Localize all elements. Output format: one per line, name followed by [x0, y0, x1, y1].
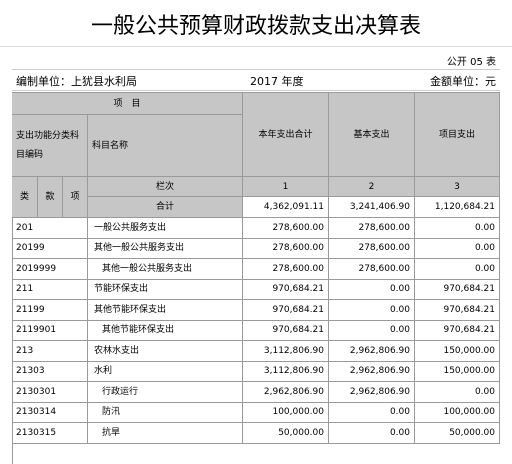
code: 21303 [12, 361, 88, 382]
amount: 100,000.00 [243, 402, 329, 423]
amount: 278,600.00 [329, 218, 415, 239]
item-name: 其他节能环保支出 [88, 300, 243, 321]
item-name: 抗旱 [88, 423, 243, 444]
item-name: 一般公共服务支出 [88, 218, 243, 239]
item-name: 其他一般公共服务支出 [88, 238, 243, 259]
amount: 970,684.21 [415, 279, 500, 300]
amount: 0.00 [329, 320, 415, 341]
amount: 0.00 [329, 279, 415, 300]
amount: 278,600.00 [243, 259, 329, 280]
amount: 2,962,806.90 [329, 341, 415, 362]
sum-value: 3,241,406.90 [329, 197, 415, 218]
amount: 278,600.00 [243, 218, 329, 239]
amount: 278,600.00 [243, 238, 329, 259]
amount: 3,112,806.90 [243, 341, 329, 362]
title: 一般公共预算财政拨款支出决算表 [0, 8, 512, 47]
item-name: 行政运行 [88, 382, 243, 403]
item-name: 节能环保支出 [88, 279, 243, 300]
amount: 0.00 [415, 218, 500, 239]
amount: 150,000.00 [415, 341, 500, 362]
amount: 970,684.21 [415, 320, 500, 341]
amount: 50,000.00 [415, 423, 500, 444]
amount: 970,684.21 [243, 279, 329, 300]
item-name: 水利 [88, 361, 243, 382]
amount: 970,684.21 [243, 320, 329, 341]
item-name: 防汛 [88, 402, 243, 423]
code: 211 [12, 279, 88, 300]
header-item: 项 目 [12, 93, 243, 115]
code: 20199 [12, 238, 88, 259]
amount: 278,600.00 [329, 259, 415, 280]
amount: 2,962,806.90 [243, 382, 329, 403]
unit: 编制单位：上犹县水利局 [16, 75, 137, 88]
code: 213 [12, 341, 88, 362]
header-total: 本年支出合计 [243, 93, 329, 177]
item-name: 农林水支出 [88, 341, 243, 362]
amount: 3,112,806.90 [243, 361, 329, 382]
header-project: 项目支出 [415, 93, 500, 177]
code: 2130301 [12, 382, 88, 403]
amount: 2,962,806.90 [329, 382, 415, 403]
code: 2119901 [12, 320, 88, 341]
amount: 0.00 [329, 402, 415, 423]
code: 21199 [12, 300, 88, 321]
col-number: 1 [243, 177, 329, 197]
amount: 0.00 [415, 259, 500, 280]
item-name: 其他节能环保支出 [88, 320, 243, 341]
header-basic: 基本支出 [329, 93, 415, 177]
item-name: 其他一般公共服务支出 [88, 259, 243, 280]
currency: 金额单位：元 [430, 75, 496, 88]
year: 2017 年度 [250, 75, 304, 88]
header-name: 科目名称 [88, 115, 243, 177]
header-kuan: 款 [38, 177, 63, 218]
amount: 0.00 [329, 300, 415, 321]
col-number: 2 [329, 177, 415, 197]
amount: 0.00 [415, 238, 500, 259]
sum-label: 合计 [88, 197, 243, 218]
amount: 2,962,806.90 [329, 361, 415, 382]
amount: 100,000.00 [415, 402, 500, 423]
sum-value: 1,120,684.21 [415, 197, 500, 218]
code: 2019999 [12, 259, 88, 280]
amount: 0.00 [415, 382, 500, 403]
amount: 150,000.00 [415, 361, 500, 382]
amount: 50,000.00 [243, 423, 329, 444]
col-number: 3 [415, 177, 500, 197]
top-border [12, 92, 500, 93]
form-no: 公开 05 表 [446, 57, 496, 68]
amount: 278,600.00 [329, 238, 415, 259]
left-border [12, 92, 13, 464]
info-row [12, 69, 500, 91]
amount: 0.00 [329, 423, 415, 444]
code: 201 [12, 218, 88, 239]
header-col-no: 栏次 [88, 177, 243, 197]
header-lei: 类 [12, 177, 38, 218]
code: 2130314 [12, 402, 88, 423]
header-xiang: 项 [63, 177, 88, 218]
code: 2130315 [12, 423, 88, 444]
header-code: 支出功能分类科目编码 [12, 115, 88, 177]
amount: 970,684.21 [415, 300, 500, 321]
amount: 970,684.21 [243, 300, 329, 321]
sum-value: 4,362,091.11 [243, 197, 329, 218]
